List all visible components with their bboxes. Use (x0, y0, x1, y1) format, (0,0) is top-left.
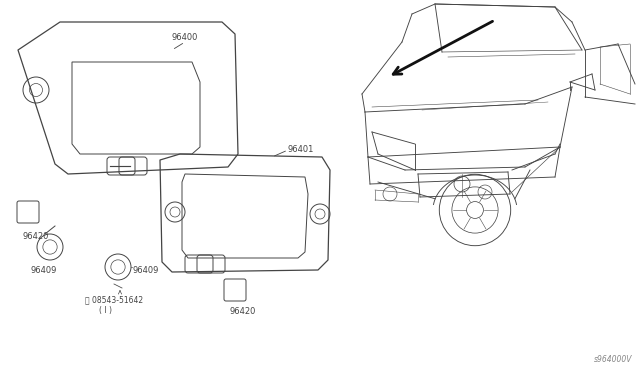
Text: 96401: 96401 (288, 145, 314, 154)
Text: 96400: 96400 (172, 33, 198, 42)
Text: 96420: 96420 (22, 232, 49, 241)
Text: s964000V: s964000V (593, 355, 632, 364)
Text: 96409: 96409 (132, 266, 158, 275)
Text: 96420: 96420 (230, 307, 257, 316)
Text: 96409: 96409 (30, 266, 56, 275)
Text: ( I ): ( I ) (99, 305, 112, 314)
Text: Ⓢ 08543-51642: Ⓢ 08543-51642 (85, 295, 143, 305)
